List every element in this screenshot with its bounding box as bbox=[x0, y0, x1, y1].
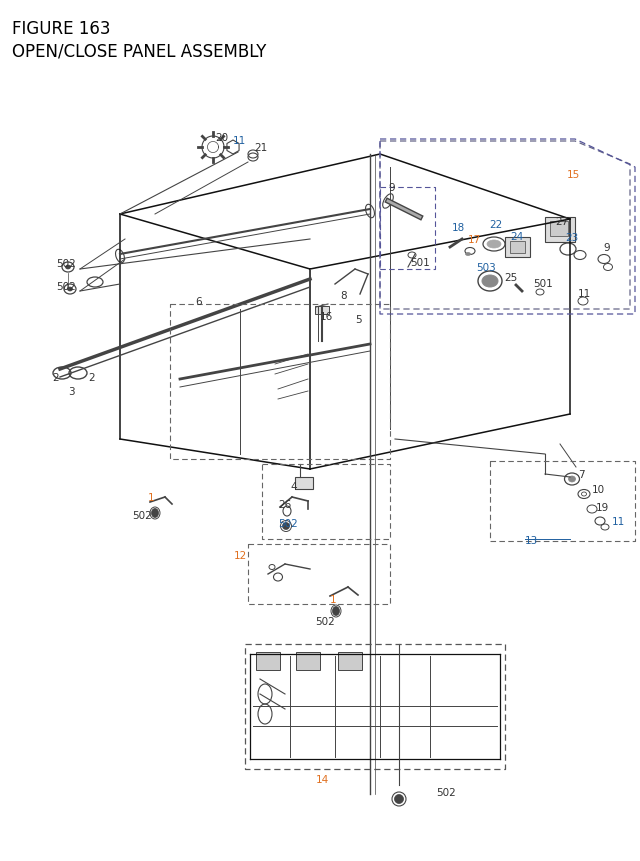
Text: 15: 15 bbox=[567, 170, 580, 180]
Text: 11: 11 bbox=[612, 517, 625, 526]
Ellipse shape bbox=[65, 266, 70, 269]
Text: 17: 17 bbox=[468, 235, 481, 245]
Ellipse shape bbox=[394, 795, 403, 803]
FancyBboxPatch shape bbox=[315, 307, 329, 314]
Text: 27: 27 bbox=[555, 217, 568, 226]
Text: 7: 7 bbox=[578, 469, 584, 480]
Text: 9: 9 bbox=[603, 243, 610, 253]
Text: 502: 502 bbox=[132, 511, 152, 520]
Ellipse shape bbox=[482, 276, 498, 288]
Text: 11: 11 bbox=[233, 136, 246, 146]
Text: 20: 20 bbox=[215, 133, 228, 143]
Text: 21: 21 bbox=[254, 143, 268, 152]
Text: FIGURE 163: FIGURE 163 bbox=[12, 20, 111, 38]
Text: 501: 501 bbox=[410, 257, 429, 268]
FancyBboxPatch shape bbox=[296, 653, 320, 670]
Text: 5: 5 bbox=[355, 314, 362, 325]
FancyBboxPatch shape bbox=[545, 218, 575, 243]
Ellipse shape bbox=[282, 523, 289, 530]
Ellipse shape bbox=[465, 253, 470, 257]
Text: OPEN/CLOSE PANEL ASSEMBLY: OPEN/CLOSE PANEL ASSEMBLY bbox=[12, 42, 266, 60]
Text: 2: 2 bbox=[52, 373, 59, 382]
Text: 9: 9 bbox=[388, 183, 395, 193]
Text: 10: 10 bbox=[592, 485, 605, 494]
Text: 1: 1 bbox=[148, 492, 155, 503]
Text: 24: 24 bbox=[510, 232, 524, 242]
Text: 25: 25 bbox=[504, 273, 517, 282]
Ellipse shape bbox=[568, 476, 575, 482]
FancyBboxPatch shape bbox=[510, 242, 525, 254]
FancyBboxPatch shape bbox=[295, 478, 313, 489]
Ellipse shape bbox=[487, 241, 501, 249]
Text: 23: 23 bbox=[565, 232, 579, 243]
FancyBboxPatch shape bbox=[550, 222, 568, 237]
Text: 502: 502 bbox=[56, 282, 76, 292]
Text: 502: 502 bbox=[315, 616, 335, 626]
FancyBboxPatch shape bbox=[505, 238, 530, 257]
Text: 13: 13 bbox=[525, 536, 538, 545]
Text: 4: 4 bbox=[290, 481, 296, 492]
Text: 503: 503 bbox=[476, 263, 496, 273]
Ellipse shape bbox=[67, 288, 72, 292]
Text: 19: 19 bbox=[596, 503, 609, 512]
Ellipse shape bbox=[333, 607, 339, 616]
Text: 6: 6 bbox=[195, 297, 202, 307]
Text: 14: 14 bbox=[316, 774, 329, 784]
Text: 12: 12 bbox=[234, 550, 247, 561]
FancyBboxPatch shape bbox=[256, 653, 280, 670]
Text: 11: 11 bbox=[578, 288, 591, 299]
Ellipse shape bbox=[152, 509, 159, 518]
Text: 22: 22 bbox=[489, 220, 502, 230]
Text: 502: 502 bbox=[278, 518, 298, 529]
FancyBboxPatch shape bbox=[338, 653, 362, 670]
Text: 26: 26 bbox=[278, 499, 291, 510]
Text: 8: 8 bbox=[340, 291, 347, 300]
Text: 2: 2 bbox=[88, 373, 95, 382]
Text: 502: 502 bbox=[56, 258, 76, 269]
Text: 16: 16 bbox=[320, 312, 333, 322]
Text: 502: 502 bbox=[436, 787, 456, 797]
Text: 18: 18 bbox=[452, 223, 465, 232]
Text: 1: 1 bbox=[330, 594, 337, 604]
Text: 501: 501 bbox=[533, 279, 553, 288]
Text: 3: 3 bbox=[68, 387, 75, 397]
